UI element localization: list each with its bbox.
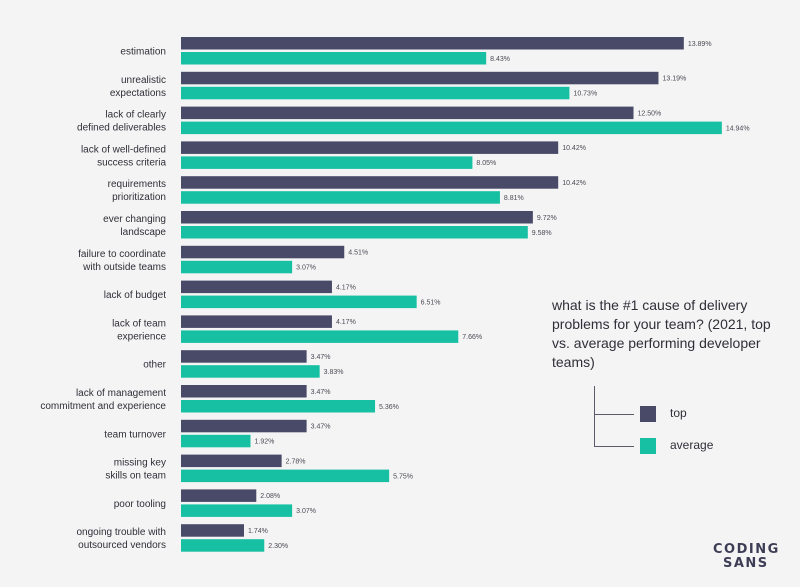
category-label-7: lack of budget [104, 290, 166, 301]
bar-top-3 [181, 141, 559, 154]
bar-top-14 [181, 524, 244, 537]
value-label-top-2: 12.50% [638, 110, 662, 117]
bar-top-7 [181, 280, 332, 294]
bar-average-6 [181, 260, 293, 274]
bar-average-14 [181, 539, 265, 552]
legend: top average [588, 386, 748, 466]
logo-line-1: CODING [713, 542, 780, 557]
value-label-top-8: 4.17% [336, 319, 356, 326]
value-label-average-0: 8.43% [490, 56, 510, 63]
value-label-top-6: 4.51% [348, 250, 368, 257]
category-label-1: unrealistic expectations [110, 75, 166, 99]
bar-top-4 [181, 176, 559, 189]
value-label-top-5: 9.72% [537, 215, 557, 222]
value-label-top-1: 13.19% [662, 76, 686, 83]
value-label-top-12: 2.78% [286, 458, 306, 465]
bar-top-1 [181, 71, 659, 85]
bar-top-10 [181, 385, 307, 398]
bar-average-13 [181, 504, 293, 517]
value-label-average-9: 3.83% [324, 369, 344, 376]
value-label-average-14: 2.30% [268, 543, 288, 550]
chart-title: what is the #1 cause of delivery problem… [552, 297, 771, 370]
bar-average-0 [181, 52, 487, 65]
legend-bracket [594, 386, 595, 446]
value-label-top-4: 10.42% [562, 180, 586, 187]
bar-average-1 [181, 86, 570, 100]
category-label-10: lack of management commitment and experie… [40, 388, 166, 412]
value-label-top-3: 10.42% [562, 145, 586, 152]
value-label-average-1: 10.73% [573, 91, 597, 98]
bar-top-13 [181, 489, 257, 502]
value-label-average-8: 7.66% [462, 334, 482, 341]
bar-average-4 [181, 191, 500, 204]
bar-top-2 [181, 106, 634, 120]
value-label-top-13: 2.08% [260, 493, 280, 500]
value-label-average-6: 3.07% [296, 265, 316, 272]
legend-swatch-average [640, 438, 656, 454]
category-label-5: ever changing landscape [103, 214, 166, 238]
legend-swatch-top [640, 406, 656, 422]
legend-bracket-top [594, 414, 634, 415]
coding-sans-logo: CODING SANS [713, 543, 780, 571]
value-label-average-13: 3.07% [296, 508, 316, 515]
value-label-top-7: 4.17% [336, 284, 356, 291]
bar-top-11 [181, 419, 307, 433]
bar-average-9 [181, 365, 320, 378]
value-label-top-10: 3.47% [311, 389, 331, 396]
legend-label-top: top [670, 406, 687, 420]
bar-top-6 [181, 245, 345, 259]
bar-top-5 [181, 211, 533, 224]
bar-average-5 [181, 226, 528, 239]
bar-average-10 [181, 400, 376, 413]
category-label-8: lack of team experience [112, 318, 166, 342]
value-label-average-2: 14.94% [726, 125, 750, 132]
bar-average-7 [181, 295, 417, 309]
bar-average-11 [181, 434, 251, 448]
legend-label-average: average [670, 438, 714, 452]
bar-average-2 [181, 121, 722, 135]
category-label-9: other [143, 360, 166, 371]
value-label-average-4: 8.81% [504, 195, 524, 202]
value-label-top-14: 1.74% [248, 528, 268, 535]
category-label-2: lack of clearly defined deliverables [77, 110, 166, 134]
category-label-4: requirements prioritization [108, 179, 166, 203]
value-label-average-3: 8.05% [476, 160, 496, 167]
category-label-6: failure to coordinate with outside teams [78, 249, 166, 273]
category-label-13: poor tooling [114, 499, 166, 510]
value-label-average-7: 6.51% [421, 299, 441, 306]
bar-average-12 [181, 469, 390, 483]
bar-average-8 [181, 330, 459, 343]
bar-top-8 [181, 315, 332, 328]
logo-line-2: SANS [723, 556, 769, 571]
bar-top-12 [181, 454, 282, 468]
value-label-top-9: 3.47% [311, 354, 331, 361]
value-label-top-11: 3.47% [311, 424, 331, 431]
bar-top-0 [181, 37, 684, 50]
value-label-average-11: 1.92% [255, 439, 275, 446]
category-label-0: estimation [120, 47, 166, 58]
bar-top-9 [181, 350, 307, 363]
value-label-average-5: 9.58% [532, 230, 552, 237]
value-label-average-10: 5.36% [379, 404, 399, 411]
category-label-12: missing key skills on team [105, 458, 166, 482]
value-label-average-12: 5.75% [393, 473, 413, 480]
category-label-3: lack of well-defined success criteria [81, 144, 166, 168]
category-label-14: ongoing trouble with outsourced vendors [76, 527, 166, 551]
legend-bracket-average [594, 446, 634, 447]
value-label-top-0: 13.89% [688, 41, 712, 48]
bar-average-3 [181, 156, 473, 169]
category-label-11: team turnover [104, 429, 166, 440]
